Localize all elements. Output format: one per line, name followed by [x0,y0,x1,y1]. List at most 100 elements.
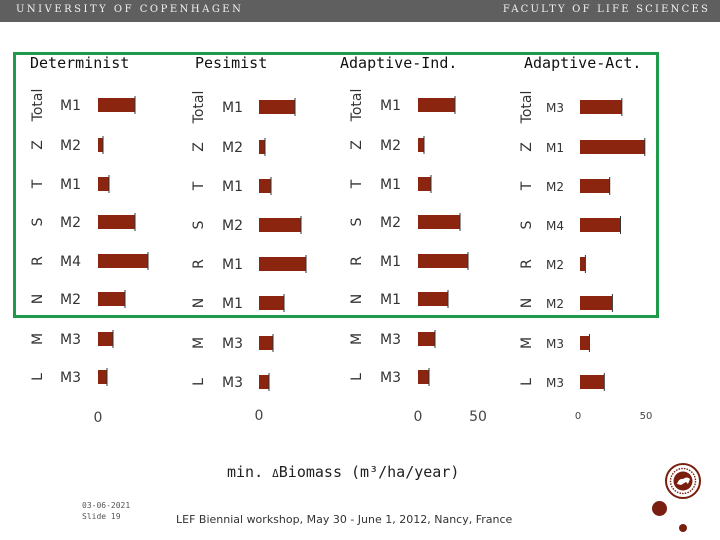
highlight-box [13,52,659,318]
x-tick-label: 0 [414,409,423,425]
bar [259,140,265,154]
bar [580,375,605,389]
category-label: S [349,217,365,226]
category-label: N [30,294,46,304]
panel-title: Adaptive-Act. [524,54,641,72]
bar-label: M3 [380,370,401,386]
bar [418,98,455,112]
bar-label: M2 [380,138,401,154]
category-label: L [191,378,207,386]
x-axis-label-text: Biomass (m³/ha/year) [278,463,460,481]
bar-label: M1 [380,292,401,308]
university-seal-icon [665,463,701,499]
category-label: N [519,298,535,308]
panel-title: Determinist [30,54,129,72]
bar [418,370,429,384]
category-label: L [519,378,535,386]
bar-label: M1 [60,177,81,193]
delta-symbol: Δ [272,467,279,480]
category-label: Total [519,91,535,125]
bar-label: M3 [60,370,81,386]
x-tick-label: 50 [640,411,653,422]
category-label: T [30,179,46,189]
category-label: Z [191,142,207,152]
category-label: M [519,337,535,349]
university-name: UNIVERSITY OF COPENHAGEN [16,4,244,15]
bar [259,257,306,271]
category-label: R [191,259,207,269]
bar-label: M1 [222,296,243,312]
category-label: Z [349,140,365,150]
bar-label: M1 [222,179,243,195]
bar [418,332,435,346]
bar [418,177,431,191]
bar [98,98,135,112]
header-bar: UNIVERSITY OF COPENHAGEN FACULTY OF LIFE… [0,0,720,22]
slide-number: Slide 19 [82,512,121,521]
bar [580,336,590,350]
category-label: M [191,337,207,349]
bar-label: M3 [222,375,243,391]
bar [259,336,273,350]
x-tick-label: 0 [255,408,264,424]
panel-title: Pesimist [195,54,267,72]
bar [580,140,645,154]
bar [98,292,125,306]
bar [580,100,622,114]
category-label: Total [349,89,365,123]
bar [580,296,613,310]
faculty-name: FACULTY OF LIFE SCIENCES [502,4,710,15]
category-label: L [349,373,365,381]
bar-label: M2 [222,218,243,234]
bar-label: M3 [380,332,401,348]
bar-label: M2 [546,297,564,311]
category-label: N [349,294,365,304]
bar-label: M2 [546,180,564,194]
bar-label: M2 [222,140,243,156]
category-label: N [191,298,207,308]
bar-label: M3 [546,337,564,351]
bar-label: M4 [546,219,564,233]
bar-label: M3 [60,332,81,348]
bar [98,370,107,384]
category-label: R [30,256,46,266]
bar-label: M1 [380,254,401,270]
category-label: M [349,333,365,345]
bar-label: M1 [222,100,243,116]
category-label: S [30,217,46,226]
bar [259,296,284,310]
bar-label: M3 [546,101,564,115]
x-tick-label: 50 [469,409,487,425]
category-label: T [349,179,365,189]
bar [259,375,269,389]
bar-label: M3 [546,376,564,390]
bar [580,218,621,232]
category-label: Total [191,91,207,125]
slide-info: 03-06-2021 Slide 19 [82,500,130,522]
x-axis-label: min. ΔBiomass (m³/ha/year) [227,463,459,481]
bar-label: M2 [60,292,81,308]
bar-label: M2 [60,138,81,154]
x-tick-label: 0 [94,410,103,426]
bar [580,257,586,271]
x-axis-label-prefix: min. [227,463,273,481]
category-label: L [30,373,46,381]
bar [418,292,448,306]
panel-title: Adaptive-Ind. [340,54,457,72]
category-label: R [349,256,365,266]
category-label: Z [30,140,46,150]
bar [98,138,103,152]
bar-label: M2 [60,215,81,231]
category-label: T [191,181,207,191]
bar-label: M2 [380,215,401,231]
x-tick-label: 0 [575,411,581,422]
bar [259,100,295,114]
bar-label: M3 [222,336,243,352]
slide-date: 03-06-2021 [82,501,131,510]
bar [98,215,135,229]
bar-label: M2 [546,258,564,272]
bar [418,138,424,152]
category-label: Total [30,89,46,123]
bar [418,254,468,268]
